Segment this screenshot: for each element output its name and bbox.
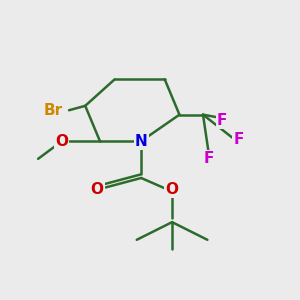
Text: Br: Br <box>43 103 62 118</box>
Text: F: F <box>217 113 227 128</box>
Text: F: F <box>204 151 214 166</box>
Text: F: F <box>233 132 244 147</box>
Text: O: O <box>91 182 103 197</box>
Text: O: O <box>55 134 68 149</box>
Text: N: N <box>135 134 148 149</box>
Text: O: O <box>166 182 178 197</box>
